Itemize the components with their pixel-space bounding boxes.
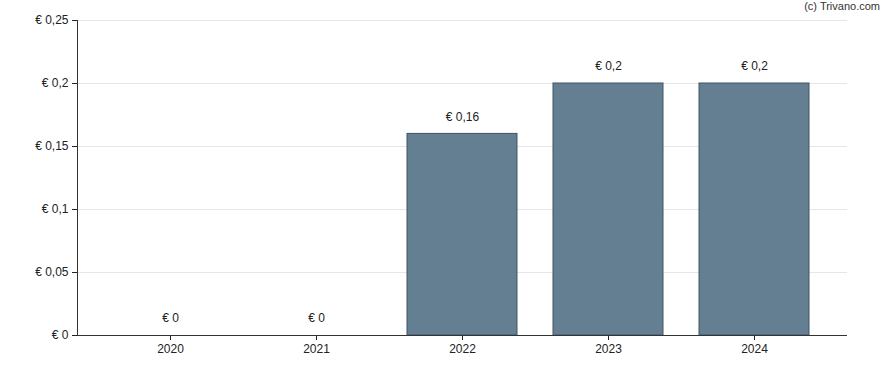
svg-text:2024: 2024 [741,342,768,356]
svg-text:€ 0: € 0 [162,311,179,325]
svg-text:€ 0,2: € 0,2 [741,59,768,73]
svg-text:€ 0,16: € 0,16 [446,110,480,124]
html-text:(c) Trivano.com: (c) Trivano.com [804,0,880,12]
svg-text:€ 0: € 0 [52,328,69,342]
svg-text:€ 0,2: € 0,2 [595,59,622,73]
svg-text:€ 0,2: € 0,2 [42,76,69,90]
svg-text:€ 0,15: € 0,15 [35,139,69,153]
svg-text:€ 0,1: € 0,1 [42,202,69,216]
svg-text:€ 0,05: € 0,05 [35,265,69,279]
svg-text:2022: 2022 [449,342,476,356]
svg-text:€ 0,25: € 0,25 [35,13,69,27]
svg-text:€ 0: € 0 [308,311,325,325]
svg-text:2020: 2020 [157,342,184,356]
svg-text:2023: 2023 [595,342,622,356]
svg-text:2021: 2021 [303,342,330,356]
